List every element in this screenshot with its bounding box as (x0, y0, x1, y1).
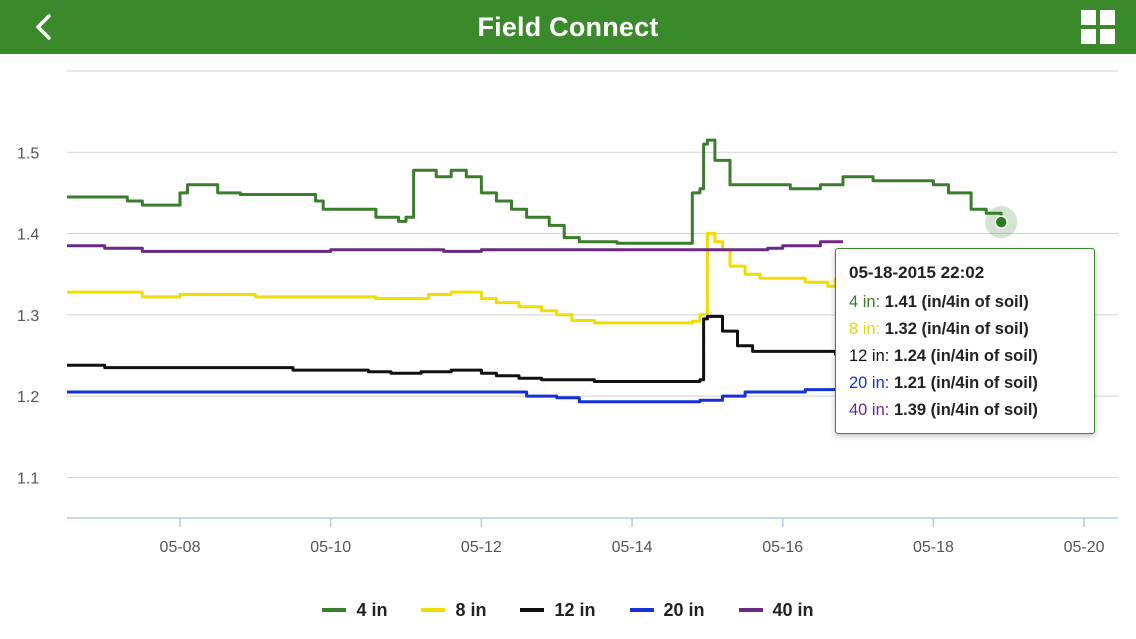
app-header: Field Connect (0, 0, 1136, 54)
tooltip-series-value: 1.21 (in/4in of soil) (893, 374, 1038, 392)
series-lines (67, 138, 1003, 404)
tooltip-row: 12 in: 1.24 (in/4in of soil) (849, 343, 1082, 370)
series-line-4-in (67, 138, 1003, 245)
legend-label: 12 in (554, 599, 596, 620)
legend-item-4-in[interactable]: 4 in (322, 600, 387, 621)
tooltip-series-value: 1.32 (in/4in of soil) (884, 320, 1029, 338)
series-line-8-in (67, 232, 837, 325)
legend-swatch (421, 608, 446, 612)
tooltip-row: 4 in: 1.41 (in/4in of soil) (849, 289, 1082, 316)
tooltip-series-label: 4 in: (849, 293, 885, 311)
gridlines (67, 70, 1118, 478)
x-tick-label: 05-10 (310, 539, 351, 556)
x-tick-label: 05-20 (1064, 539, 1105, 556)
tooltip-row: 8 in: 1.32 (in/4in of soil) (849, 316, 1082, 343)
series-line-40-in (67, 240, 843, 253)
legend-label: 40 in (772, 599, 814, 620)
x-tick-label: 05-14 (612, 539, 653, 556)
x-tick-label: 05-16 (762, 539, 803, 556)
legend-label: 4 in (356, 599, 388, 620)
chart-legend: 4 in 8 in 12 in 20 in 40 in (0, 596, 1136, 624)
tooltip-series-value: 1.41 (in/4in of soil) (884, 293, 1029, 311)
tooltip-series-label: 8 in: (849, 320, 885, 338)
highlight-point (994, 215, 1008, 229)
axes: 1.1 1.2 1.3 1.4 1.5 05-08 05-10 05-12 05-14 05-16… (17, 145, 1118, 556)
y-tick-label: 1.5 (17, 145, 39, 162)
y-tick-label: 1.2 (17, 389, 39, 406)
legend-label: 20 in (663, 599, 705, 620)
y-tick-label: 1.3 (17, 308, 39, 325)
grid-icon[interactable] (1080, 9, 1116, 45)
x-tick-label: 05-12 (461, 539, 502, 556)
legend-item-40-in[interactable]: 40 in (738, 599, 814, 621)
legend-label: 8 in (455, 599, 487, 620)
legend-item-8-in[interactable]: 8 in (421, 600, 486, 621)
tooltip-series-label: 20 in: (849, 374, 894, 392)
legend-swatch (520, 608, 545, 612)
x-tick-label: 05-18 (913, 539, 954, 556)
y-tick-label: 1.1 (17, 470, 39, 487)
chevron-left-icon[interactable] (22, 8, 66, 46)
x-tick-label: 05-08 (160, 539, 201, 556)
data-tooltip: 05-18-2015 22:02 4 in: 1.41 (in/4in of s… (835, 248, 1095, 434)
series-line-20-in (67, 388, 837, 404)
tooltip-series-value: 1.39 (in/4in of soil) (893, 401, 1038, 419)
tooltip-series-value: 1.24 (in/4in of soil) (893, 347, 1038, 365)
legend-swatch (322, 608, 347, 612)
soil-moisture-chart[interactable]: 1.1 1.2 1.3 1.4 1.5 05-08 05-10 05-12 05-14 05-16… (0, 54, 1136, 639)
tooltip-series-label: 40 in: (849, 401, 894, 419)
legend-swatch (629, 608, 654, 612)
legend-item-12-in[interactable]: 12 in (520, 599, 596, 621)
y-tick-label: 1.4 (17, 227, 39, 244)
legend-item-20-in[interactable]: 20 in (629, 599, 705, 621)
series-line-12-in (67, 314, 837, 383)
tooltip-row: 40 in: 1.39 (in/4in of soil) (849, 397, 1082, 424)
highlight-marker (985, 206, 1018, 239)
tooltip-row: 20 in: 1.21 (in/4in of soil) (849, 370, 1082, 397)
tooltip-date: 05-18-2015 22:02 (849, 263, 985, 282)
legend-swatch (738, 608, 763, 612)
tooltip-series-label: 12 in: (849, 347, 894, 365)
page-title: Field Connect (477, 11, 659, 42)
